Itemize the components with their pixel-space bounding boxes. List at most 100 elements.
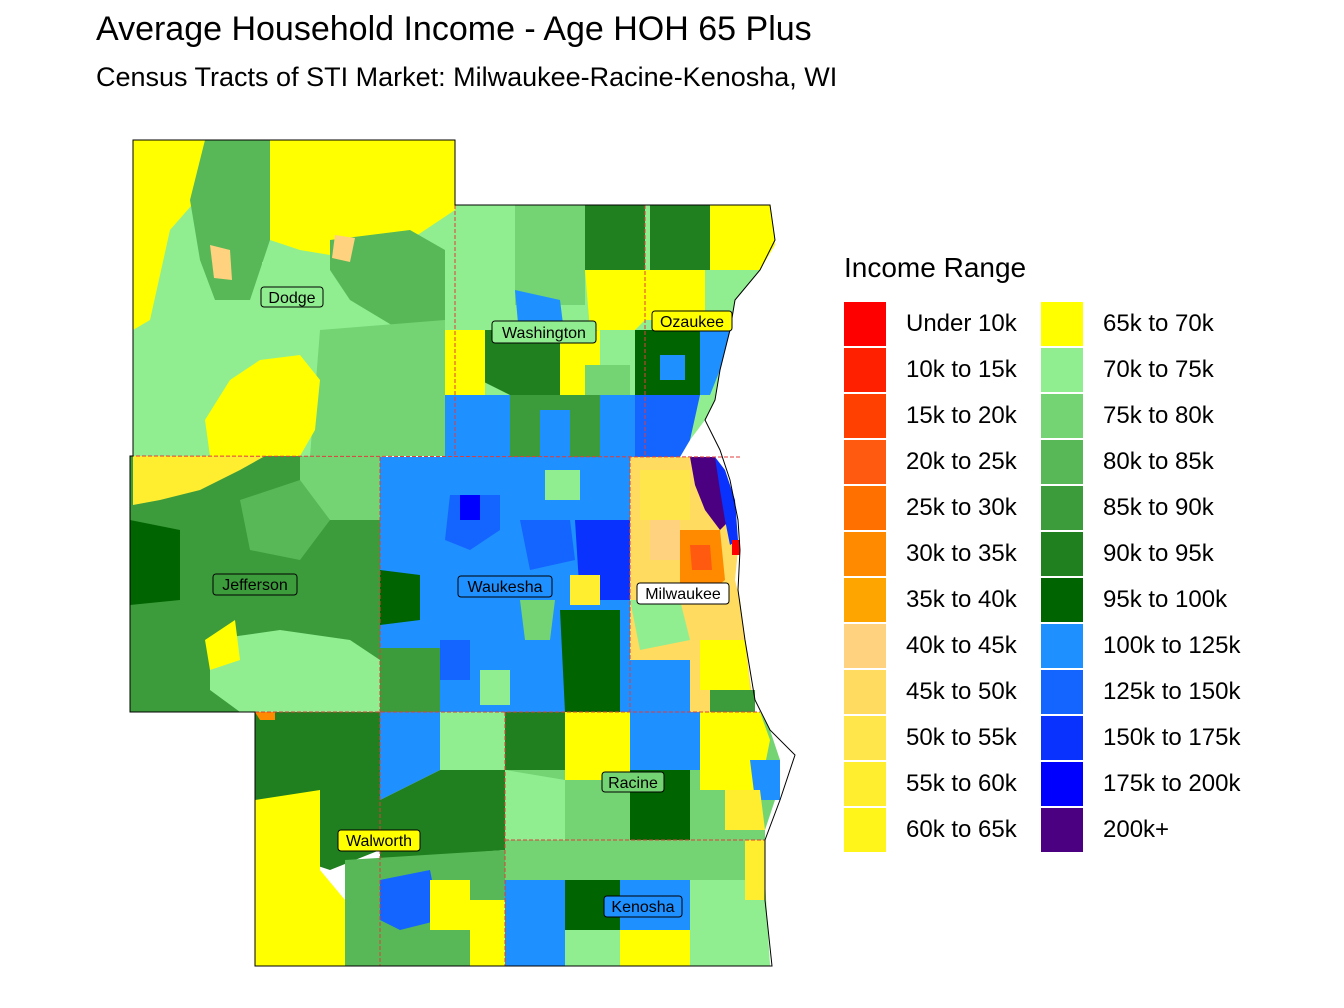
legend-swatch [844, 578, 886, 622]
legend-label: 125k to 150k [1103, 678, 1241, 705]
legend-label: 150k to 175k [1103, 724, 1241, 751]
tract [635, 395, 700, 457]
svg-text:Walworth: Walworth [346, 833, 412, 850]
county-labels: Dodge Washington Ozaukee Jefferson Wauke… [212, 286, 733, 918]
legend-label: Under 10k [906, 310, 1017, 337]
tract [505, 712, 565, 770]
legend-swatch [844, 808, 886, 852]
tract [585, 270, 645, 330]
legend-item: 10k to 15k [844, 347, 1017, 393]
legend-item: 65k to 70k [1041, 301, 1240, 347]
tract [620, 930, 690, 966]
tract [715, 457, 738, 545]
tract [690, 545, 712, 570]
legend-swatch [1041, 348, 1083, 392]
legend-column-1: Under 10k 10k to 15k 15k to 20k 20k to 25k 2… [844, 301, 1017, 853]
legend-swatch [1041, 486, 1083, 530]
tract [745, 840, 765, 900]
legend-label: 50k to 55k [906, 724, 1017, 751]
tract [585, 365, 630, 395]
svg-text:Washington: Washington [502, 325, 586, 342]
legend-swatch [1041, 440, 1083, 484]
legend-label: 10k to 15k [906, 356, 1017, 383]
tract [565, 712, 630, 780]
legend-label: 45k to 50k [906, 678, 1017, 705]
tract [650, 520, 680, 560]
legend-item: 40k to 45k [844, 623, 1017, 669]
tract [520, 520, 575, 570]
tract [133, 140, 205, 330]
tract [210, 245, 232, 280]
legend-label: 100k to 125k [1103, 632, 1241, 659]
legend-label: 75k to 80k [1103, 402, 1214, 429]
county-boundaries [129, 205, 765, 966]
map-subtitle: Census Tracts of STI Market: Milwaukee-R… [96, 62, 838, 92]
county-label-washington: Washington [491, 320, 597, 344]
legend-swatch [844, 532, 886, 576]
legend-label: 15k to 20k [906, 402, 1017, 429]
tract [300, 456, 382, 520]
county-label-dodge: Dodge [260, 286, 324, 308]
tract [460, 495, 480, 520]
tract [380, 648, 440, 712]
legend-item: 90k to 95k [1041, 531, 1240, 577]
tract [690, 880, 770, 966]
tract [515, 205, 585, 305]
tract [380, 712, 440, 800]
svg-text:Milwaukee: Milwaukee [645, 586, 721, 603]
tract [240, 480, 330, 560]
tract [380, 870, 440, 930]
county-label-kenosha: Kenosha [603, 895, 683, 918]
legend-swatch [1041, 624, 1083, 668]
tract [330, 230, 445, 330]
tract [600, 395, 635, 457]
legend-title: Income Range [844, 252, 1027, 283]
svg-text:Dodge: Dodge [268, 290, 315, 307]
legend-item: 50k to 55k [844, 715, 1017, 761]
tract [700, 640, 750, 690]
county-label-ozaukee: Ozaukee [651, 310, 733, 332]
tract [710, 205, 775, 270]
legend-swatch [1041, 578, 1083, 622]
svg-text:Jefferson: Jefferson [222, 577, 288, 594]
tract [440, 712, 505, 770]
county-walworth-tracts [255, 712, 505, 966]
tract [505, 770, 565, 840]
legend-swatch [844, 348, 886, 392]
tract [205, 620, 240, 670]
legend-item: 45k to 50k [844, 669, 1017, 715]
tract [585, 205, 645, 270]
legend-swatch [1041, 716, 1083, 760]
tract [545, 470, 580, 500]
tract [520, 600, 555, 640]
tract [332, 235, 355, 262]
legend-label: 90k to 95k [1103, 540, 1214, 567]
svg-text:Ozaukee: Ozaukee [660, 314, 724, 331]
county-label-milwaukee: Milwaukee [636, 582, 730, 605]
legend-swatch [1041, 762, 1083, 806]
legend-item: 20k to 25k [844, 439, 1017, 485]
legend-item: 30k to 35k [844, 531, 1017, 577]
legend-item: 55k to 60k [844, 761, 1017, 807]
legend-label: 80k to 85k [1103, 448, 1214, 475]
tract [310, 320, 445, 456]
tract [255, 790, 345, 966]
tract [732, 540, 740, 555]
tract [650, 205, 710, 270]
tract [560, 610, 620, 712]
legend-item: 25k to 30k [844, 485, 1017, 531]
tract [445, 330, 485, 395]
legend-label: 35k to 40k [906, 586, 1017, 613]
legend-item: 200k+ [1041, 807, 1240, 853]
legend-item: 150k to 175k [1041, 715, 1240, 761]
legend-swatch [1041, 394, 1083, 438]
legend-item: 15k to 20k [844, 393, 1017, 439]
tract [255, 712, 275, 720]
tract [565, 930, 620, 966]
county-label-jefferson: Jefferson [212, 573, 298, 596]
legend-label: 200k+ [1103, 816, 1170, 843]
legend-swatch [844, 486, 886, 530]
tract [505, 880, 565, 966]
legend-item: 60k to 65k [844, 807, 1017, 853]
